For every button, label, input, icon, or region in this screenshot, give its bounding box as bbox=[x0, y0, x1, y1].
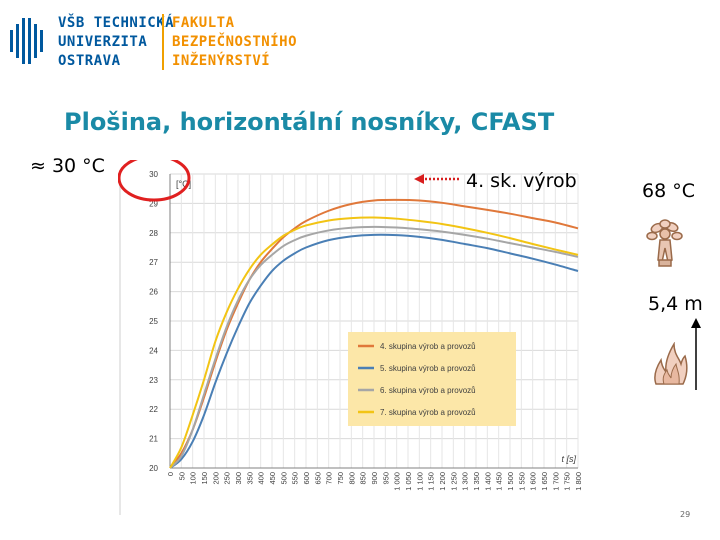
x-tick-label: 900 bbox=[370, 472, 379, 485]
school-name-line: OSTRAVA bbox=[58, 53, 121, 69]
y-tick-label: 23 bbox=[149, 376, 158, 385]
x-tick-label: 250 bbox=[223, 472, 232, 485]
x-tick-label: 700 bbox=[325, 472, 334, 485]
logo-divider bbox=[162, 14, 164, 70]
x-tick-label: 1 750 bbox=[563, 472, 572, 491]
x-tick-label: 500 bbox=[279, 472, 288, 485]
x-tick-label: 350 bbox=[245, 472, 254, 485]
x-tick-label: 1 250 bbox=[449, 472, 458, 491]
y-tick-label: 27 bbox=[149, 258, 158, 267]
legend-label: 5. skupina výrob a provozů bbox=[380, 364, 476, 373]
x-tick-label: 800 bbox=[347, 472, 356, 485]
x-tick-label: 1 700 bbox=[551, 472, 560, 491]
x-tick-label: 1 150 bbox=[427, 472, 436, 491]
y-tick-label: 30 bbox=[149, 170, 158, 179]
x-tick-label: 1 200 bbox=[438, 472, 447, 491]
page-number: 29 bbox=[680, 510, 691, 519]
y-tick-label: 26 bbox=[149, 288, 158, 297]
sprinkler-icon bbox=[646, 219, 683, 267]
x-tick-label: 1 600 bbox=[529, 472, 538, 491]
x-tick-label: 0 bbox=[166, 472, 175, 476]
faculty-name-line: FAKULTA bbox=[172, 15, 235, 31]
x-tick-label: 400 bbox=[257, 472, 266, 485]
series-line-5 bbox=[169, 233, 579, 469]
y-tick-label: 28 bbox=[149, 229, 158, 238]
chart-legend bbox=[348, 332, 516, 426]
y-tick-label: 20 bbox=[149, 464, 158, 473]
up-arrow-icon bbox=[691, 318, 701, 390]
y-tick-label: 21 bbox=[149, 435, 158, 444]
series-line-7 bbox=[169, 216, 579, 469]
faculty-name-line: BEZPEČNOSTNÍHO bbox=[172, 34, 298, 50]
university-logo-icon bbox=[10, 18, 43, 64]
series-line-6 bbox=[169, 225, 579, 469]
y-tick-label: 24 bbox=[149, 346, 158, 355]
x-tick-label: 150 bbox=[200, 472, 209, 485]
faculty-name-line: INŽENÝRSTVÍ bbox=[172, 53, 271, 69]
legend-label: 7. skupina výrob a provozů bbox=[380, 408, 476, 417]
x-tick-label: 1 400 bbox=[483, 472, 492, 491]
x-tick-label: 300 bbox=[234, 472, 243, 485]
faculty-name: FAKULTA BEZPEČNOSTNÍHO INŽENÝRSTVÍ bbox=[172, 14, 297, 71]
highlight-ellipse bbox=[118, 160, 191, 202]
flame-icon bbox=[654, 342, 688, 385]
slide-title: Plošina, horizontální nosníky, CFAST bbox=[64, 108, 555, 136]
school-name-line: VŠB TECHNICKÁ bbox=[58, 15, 175, 31]
series-pointer-label: 4. sk. výrob bbox=[466, 170, 577, 192]
x-tick-label: 1 000 bbox=[393, 472, 402, 491]
x-tick-label: 600 bbox=[302, 472, 311, 485]
x-tick-label: 650 bbox=[313, 472, 322, 485]
pointer-arrow-head bbox=[414, 174, 424, 184]
x-tick-label: 1 350 bbox=[472, 472, 481, 491]
x-tick-label: 1 500 bbox=[506, 472, 515, 491]
approx-temperature-label: ≈ 30 °C bbox=[30, 155, 105, 177]
x-tick-label: 100 bbox=[189, 472, 198, 485]
x-tick-label: 1 800 bbox=[574, 472, 583, 491]
x-tick-label: 50 bbox=[177, 472, 186, 480]
x-tick-label: 1 650 bbox=[540, 472, 549, 491]
x-tick-label: 1 050 bbox=[404, 472, 413, 491]
x-tick-label: 750 bbox=[336, 472, 345, 485]
y-tick-label: 25 bbox=[149, 317, 158, 326]
x-tick-label: 1 300 bbox=[461, 472, 470, 491]
height-label: 5,4 m bbox=[648, 293, 703, 315]
y-tick-label: 29 bbox=[149, 199, 158, 208]
x-tick-label: 1 100 bbox=[415, 472, 424, 491]
x-tick-label: 450 bbox=[268, 472, 277, 485]
legend-label: 6. skupina výrob a provozů bbox=[380, 386, 476, 395]
x-tick-label: 950 bbox=[381, 472, 390, 485]
y-axis-label: [°C] bbox=[176, 179, 191, 189]
y-tick-label: 22 bbox=[149, 405, 158, 414]
x-axis-label: t [s] bbox=[561, 454, 576, 464]
x-tick-label: 1 550 bbox=[517, 472, 526, 491]
school-name: VŠB TECHNICKÁ UNIVERZITA OSTRAVA bbox=[58, 14, 174, 71]
x-tick-label: 850 bbox=[359, 472, 368, 485]
legend-label: 4. skupina výrob a provozů bbox=[380, 342, 476, 351]
school-name-line: UNIVERZITA bbox=[58, 34, 148, 50]
university-logo: VŠB TECHNICKÁ UNIVERZITA OSTRAVA FAKULTA… bbox=[10, 12, 310, 72]
temperature-label: 68 °C bbox=[642, 180, 695, 202]
x-tick-label: 200 bbox=[211, 472, 220, 485]
x-tick-label: 550 bbox=[291, 472, 300, 485]
x-tick-label: 1 450 bbox=[495, 472, 504, 491]
